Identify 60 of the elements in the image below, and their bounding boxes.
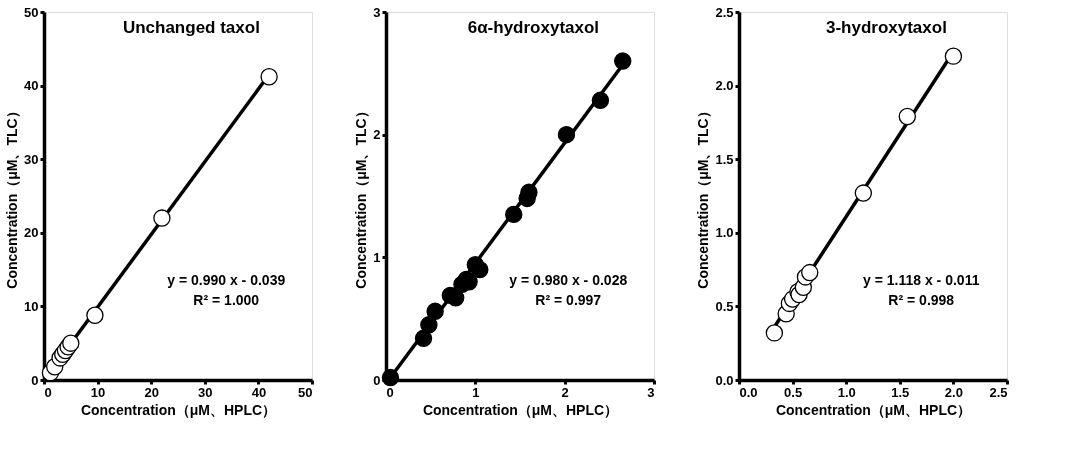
x-tick-label: 0.0 [739, 384, 758, 400]
y-axis-title: Concentration（μM、TLC） [4, 104, 21, 289]
annotation: y = 0.990 x - 0.039 [167, 271, 286, 288]
annotation: R² = 0.998 [888, 291, 955, 308]
y-tick-label: 10 [24, 298, 39, 314]
y-tick-label: 50 [24, 4, 39, 20]
point [153, 209, 171, 227]
annotation: y = 1.118 x - 0.011 [863, 271, 980, 288]
point [420, 316, 438, 334]
y-tick-label: 20 [24, 225, 39, 241]
x-tick-label: 2.0 [944, 384, 963, 400]
x-tick-label: 2.5 [989, 384, 1008, 400]
y-tick-label: 2 [373, 127, 381, 143]
point [260, 68, 278, 86]
y-tick-label: 2.5 [715, 4, 734, 20]
x-tick-label: 2 [561, 384, 569, 400]
chart-title: Unchanged taxol [122, 18, 260, 37]
chart-title: 6α-hydroxytaxol [467, 18, 600, 37]
x-axis-title: Concentration（μM、HPLC） [422, 401, 619, 418]
y-tick-label: 0.5 [715, 298, 734, 314]
y-tick-label: 1 [373, 249, 381, 265]
point [414, 329, 433, 347]
point [86, 306, 104, 324]
y-tick-label: 2.0 [715, 78, 734, 94]
x-axis-title: Concentration（μM、HPLC） [775, 401, 972, 418]
x-tick-label: 1.0 [837, 384, 856, 400]
annotation: y = 0.980 x - 0.028 [509, 271, 628, 288]
x-tick-label: 0.5 [784, 384, 803, 400]
y-axis-title: Concentration（μM、TLC） [695, 104, 712, 289]
x-tick-label: 1.5 [891, 384, 910, 400]
y-tick-label: 3 [373, 4, 381, 20]
point [426, 302, 444, 320]
point [557, 125, 576, 144]
y-tick-label: 30 [24, 151, 39, 167]
x-tick-label: 40 [251, 384, 267, 400]
y-axis-title: Concentration（μM、TLC） [353, 104, 370, 289]
x-tick-label: 3 [647, 384, 655, 400]
x-tick-label: 20 [144, 384, 159, 400]
y-tick-label: 0.0 [715, 372, 734, 388]
y-tick-label: 0 [31, 372, 39, 388]
x-axis-title: Concentration（μM、HPLC） [80, 401, 277, 418]
annotation: R² = 0.997 [535, 291, 602, 308]
annotation: R² = 1.000 [193, 291, 260, 308]
x-tick-label: 30 [198, 384, 213, 400]
point [505, 205, 523, 224]
chart-title: 3-hydroxytaxol [825, 18, 947, 37]
point [614, 52, 632, 70]
point [62, 334, 80, 352]
y-tick-label: 0 [373, 372, 381, 388]
x-tick-label: 50 [298, 384, 313, 400]
point [381, 368, 400, 387]
point [591, 91, 610, 110]
x-tick-label: 0 [44, 384, 52, 400]
y-tick-label: 1.0 [715, 225, 734, 241]
point [471, 260, 489, 279]
x-tick-label: 10 [90, 384, 106, 400]
x-tick-label: 0 [386, 384, 394, 400]
y-tick-label: 1.5 [715, 151, 734, 167]
y-tick-label: 40 [24, 78, 39, 94]
x-tick-label: 1 [472, 384, 480, 400]
